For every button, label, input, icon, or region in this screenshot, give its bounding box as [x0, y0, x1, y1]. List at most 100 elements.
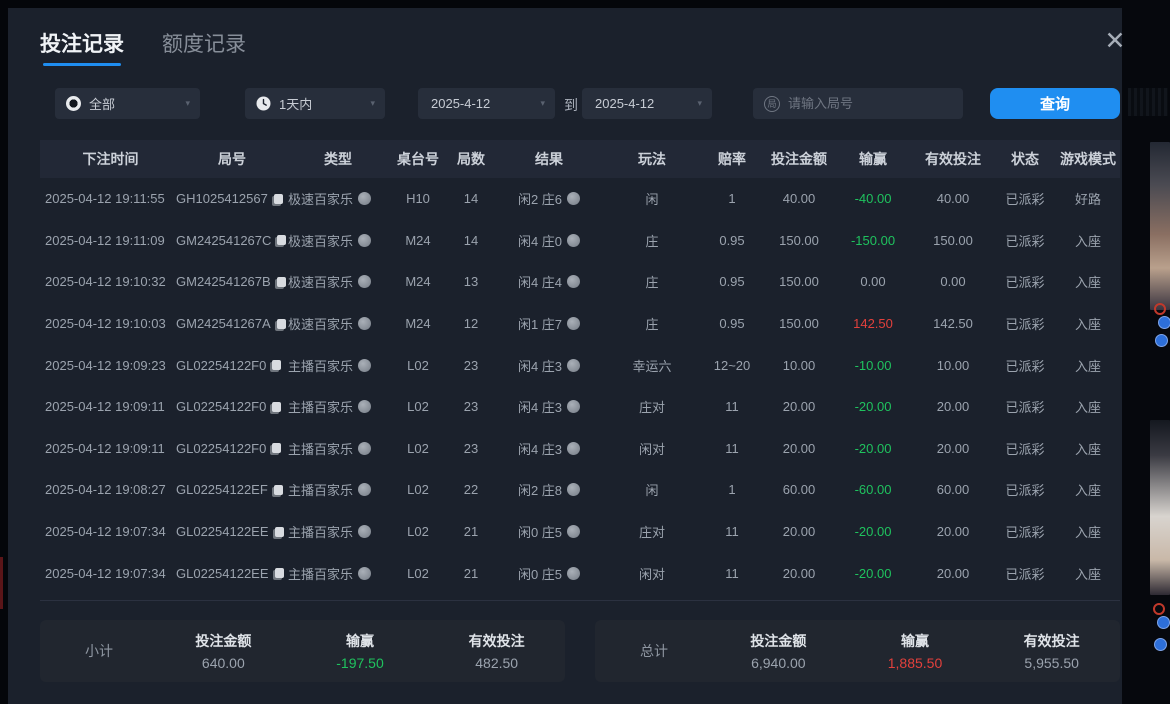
background-badge-icon [1153, 603, 1165, 615]
cell-valid: 20.00 [936, 399, 970, 415]
game-info-icon [358, 275, 372, 289]
tab-label: 额度记录 [162, 33, 246, 56]
tab-quota-records[interactable]: 额度记录 [162, 28, 246, 66]
summary-winloss-value: -197.50 [336, 655, 384, 671]
cell-round: GM242541267A [176, 316, 288, 331]
round-search-field[interactable]: 局 [753, 88, 963, 119]
date-to-picker[interactable]: 2025-4-12 ▾ [582, 88, 712, 119]
cell-time: 2025-04-12 19:11:55 [45, 191, 165, 207]
cell-valid: 20.00 [936, 440, 970, 456]
result-detail-icon[interactable] [567, 233, 581, 247]
cell-table_no: M24 [405, 274, 431, 290]
result-detail-icon[interactable] [567, 358, 581, 372]
cell-play: 闲 [645, 483, 659, 499]
cell-type: 主播百家乐 [288, 522, 388, 541]
cell-amount: 60.00 [782, 482, 816, 498]
summary-winloss-label: 输赢 [901, 633, 929, 649]
total-amount-group: 投注金额 6,940.00 [710, 631, 847, 671]
copy-icon[interactable] [276, 276, 286, 287]
background-badge-icon [1155, 334, 1168, 347]
cell-play: 闲对 [638, 441, 665, 457]
copy-icon[interactable] [272, 443, 282, 454]
cell-play: 庄对 [638, 400, 665, 416]
cell-winloss: -40.00 [854, 191, 892, 207]
table-bottom-divider [40, 600, 1120, 601]
cell-rounds: 14 [463, 191, 479, 207]
cell-table_no: L02 [407, 399, 429, 415]
cell-amount: 10.00 [782, 357, 816, 373]
cell-odds: 0.95 [719, 232, 745, 248]
cell-winloss: -20.00 [854, 399, 892, 415]
copy-icon[interactable] [273, 193, 283, 204]
copy-icon[interactable] [276, 318, 286, 329]
cell-odds: 1 [728, 191, 736, 207]
search-input[interactable] [788, 96, 928, 111]
copy-icon[interactable] [277, 235, 287, 246]
chevron-down-icon: ▾ [370, 98, 375, 108]
copy-icon[interactable] [272, 360, 282, 371]
copy-icon[interactable] [273, 484, 283, 495]
cell-time: 2025-04-12 19:10:32 [45, 274, 166, 290]
cell-time: 2025-04-12 19:09:11 [45, 399, 165, 415]
cell-type: 主播百家乐 [288, 564, 388, 583]
background-peek-left [0, 557, 3, 609]
column-header: 玩法 [638, 151, 666, 167]
filter-bar: 全部 ▾ 1天内 ▾ 2025-4-12 ▾ 到 2025-4-12 ▾ 局 查… [8, 88, 1122, 120]
copy-icon[interactable] [274, 568, 284, 579]
query-button[interactable]: 查询 [990, 88, 1120, 119]
time-range-dropdown[interactable]: 1天内 ▾ [245, 88, 385, 119]
cell-status: 已派彩 [1005, 233, 1045, 249]
result-detail-icon[interactable] [567, 441, 581, 455]
date-range-to-label: 到 [564, 97, 578, 113]
result-detail-icon[interactable] [567, 400, 581, 414]
cell-rounds: 21 [463, 524, 479, 540]
subtotal-amount-group: 投注金额 640.00 [155, 631, 292, 671]
table-row: 2025-04-12 19:11:09 GM242541267C 极速百家乐 M24 1… [40, 220, 1120, 262]
result-detail-icon[interactable] [567, 483, 581, 497]
game-type-value: 全部 [89, 97, 116, 112]
subtotal-valid-group: 有效投注 482.50 [428, 631, 565, 671]
cell-rounds: 13 [463, 274, 479, 290]
cell-type: 主播百家乐 [288, 480, 388, 499]
cell-amount: 20.00 [782, 524, 816, 540]
cell-type: 极速百家乐 [288, 231, 388, 250]
cell-play: 庄对 [638, 525, 665, 541]
cell-play: 庄 [645, 275, 659, 291]
summary-valid-label: 有效投注 [468, 633, 525, 649]
cell-round: GL02254122EE [176, 566, 288, 581]
subtotal-box: 小计 投注金额 640.00 输赢 -197.50 有效投注 482.50 [40, 620, 565, 682]
cell-amount: 20.00 [782, 440, 816, 456]
copy-icon[interactable] [274, 526, 284, 537]
tab-betting-records[interactable]: 投注记录 [40, 28, 124, 66]
cell-odds: 11 [725, 399, 739, 415]
table-row: 2025-04-12 19:11:55 GH1025412567 极速百家乐 H10 1… [40, 178, 1120, 220]
cell-odds: 12~20 [713, 357, 751, 373]
result-detail-icon[interactable] [567, 192, 581, 206]
cell-round: GM242541267C [176, 233, 288, 248]
result-detail-icon[interactable] [567, 317, 581, 331]
cell-status: 已派彩 [1005, 317, 1045, 333]
date-from-picker[interactable]: 2025-4-12 ▾ [418, 88, 555, 119]
cell-mode: 入座 [1074, 358, 1101, 374]
cell-winloss: 142.50 [853, 316, 893, 332]
chevron-down-icon: ▾ [697, 98, 702, 108]
close-icon[interactable]: ✕ [1098, 24, 1132, 58]
chevron-down-icon: ▾ [185, 98, 190, 108]
active-tab-underline [43, 63, 121, 66]
cell-status: 已派彩 [1005, 483, 1045, 499]
game-info-icon [358, 358, 372, 372]
cell-valid: 60.00 [936, 482, 970, 498]
copy-icon[interactable] [272, 401, 282, 412]
tab-bar: 投注记录 额度记录 [40, 28, 246, 66]
column-header: 状态 [1011, 151, 1039, 167]
cell-status: 已派彩 [1005, 192, 1045, 208]
date-to-value: 2025-4-12 [595, 96, 655, 111]
cell-odds: 11 [725, 565, 739, 581]
cell-table_no: L02 [407, 482, 429, 498]
result-detail-icon[interactable] [567, 566, 581, 580]
result-detail-icon[interactable] [567, 275, 581, 289]
column-header: 下注时间 [82, 151, 139, 167]
game-type-dropdown[interactable]: 全部 ▾ [55, 88, 200, 119]
result-detail-icon[interactable] [567, 525, 581, 539]
column-header: 局数 [457, 151, 485, 167]
